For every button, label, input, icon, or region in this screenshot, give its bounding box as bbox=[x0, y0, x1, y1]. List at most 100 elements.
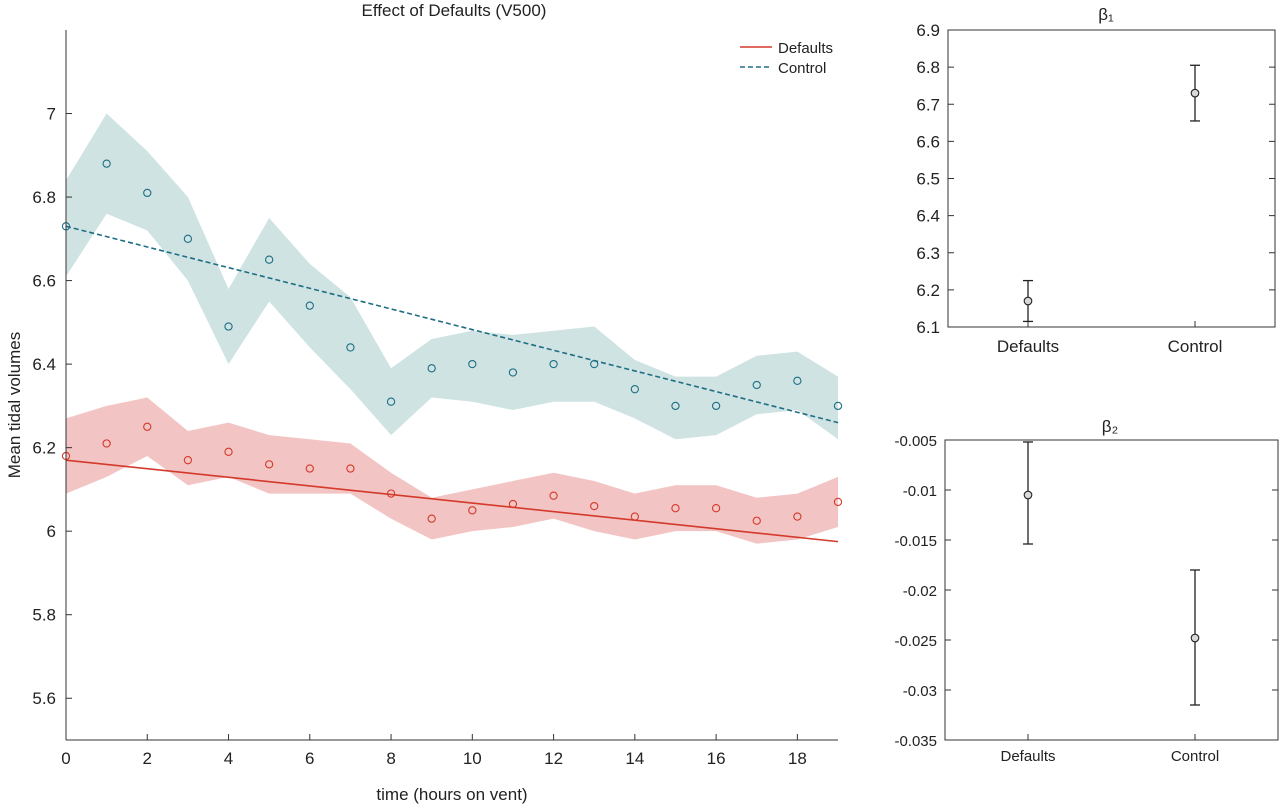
beta1-y-tick-label: 6.6 bbox=[916, 132, 940, 151]
defaults-data-point bbox=[305, 464, 314, 473]
defaults-data-point bbox=[752, 516, 761, 525]
control-fit-line bbox=[65, 225, 839, 424]
beta1-error-bars bbox=[1023, 64, 1200, 323]
fit-lines bbox=[65, 225, 839, 543]
legend: Defaults Control bbox=[740, 40, 833, 77]
beta1-y-tick-label: 6.8 bbox=[916, 58, 940, 77]
defaults-data-point bbox=[671, 504, 680, 513]
defaults-data-point bbox=[508, 499, 518, 509]
y-tick-label: 5.6 bbox=[32, 689, 56, 708]
y-tick-label: 6.2 bbox=[32, 439, 56, 458]
main-axes bbox=[65, 30, 838, 741]
beta2-x-ticks: Defaults Control bbox=[1000, 734, 1219, 765]
control-data-point bbox=[224, 322, 233, 331]
defaults-data-point bbox=[833, 497, 843, 507]
beta1-y-tick-label: 6.1 bbox=[916, 318, 940, 337]
beta1-y-tick-label: 6.7 bbox=[916, 95, 940, 114]
defaults-data-point bbox=[711, 504, 721, 513]
main-x-ticks: 0 2 4 6 8 10 12 14 16 18 bbox=[61, 734, 807, 768]
x-tick-label: 0 bbox=[61, 749, 70, 768]
beta2-plot-frame bbox=[944, 439, 1279, 741]
beta2-y-tick-label: -0.005 bbox=[894, 433, 937, 450]
beta2-x-tick-label: Control bbox=[1171, 748, 1219, 765]
beta1-y-tick-label: 6.4 bbox=[916, 207, 940, 226]
control-data-point bbox=[711, 401, 721, 411]
y-tick-label: 6.8 bbox=[32, 188, 56, 207]
control-data-point bbox=[549, 359, 558, 369]
defaults-data-point bbox=[224, 447, 233, 456]
beta1-x-tick-label: Defaults bbox=[997, 337, 1059, 356]
control-data-point bbox=[752, 380, 761, 390]
defaults-data-point bbox=[427, 514, 436, 523]
control-data-point bbox=[265, 255, 274, 264]
beta1-y-ticks: 6.1 6.2 6.3 6.4 6.5 6.6 6.7 6.8 6.9 bbox=[916, 21, 1275, 337]
beta1-plot-frame bbox=[947, 29, 1276, 328]
defaults-confidence-band bbox=[66, 397, 838, 544]
control-data-point bbox=[102, 159, 111, 168]
beta1-y-tick-label: 6.2 bbox=[916, 281, 940, 300]
control-data-point bbox=[630, 385, 639, 394]
defaults-fit-line bbox=[65, 459, 839, 543]
beta2-title: β₂ bbox=[1102, 417, 1118, 436]
control-data-point bbox=[305, 301, 314, 310]
main-chart-title: Effect of Defaults (V500) bbox=[362, 1, 547, 20]
main-chart: Effect of Defaults (V500) time (hours on… bbox=[5, 1, 843, 804]
control-data-point bbox=[183, 234, 193, 243]
x-tick-label: 14 bbox=[625, 749, 644, 768]
x-tick-label: 8 bbox=[386, 749, 395, 768]
defaults-data-point bbox=[102, 439, 111, 448]
beta2-axes bbox=[944, 439, 1279, 741]
defaults-data-point bbox=[630, 512, 639, 521]
beta2-error-bars bbox=[1023, 441, 1200, 706]
control-data-point bbox=[143, 188, 152, 198]
beta1-y-tick-label: 6.5 bbox=[916, 170, 940, 189]
beta2-x-tick-label: Defaults bbox=[1000, 748, 1055, 765]
main-x-axis-label: time (hours on vent) bbox=[376, 785, 527, 804]
control-data-point bbox=[346, 343, 355, 352]
x-tick-label: 10 bbox=[463, 749, 482, 768]
legend-defaults-label: Defaults bbox=[778, 40, 833, 57]
y-tick-label: 6.6 bbox=[32, 272, 56, 291]
beta1-y-tick-label: 6.3 bbox=[916, 244, 940, 263]
defaults-data-point bbox=[793, 512, 802, 521]
beta2-y-tick-label: -0.01 bbox=[903, 483, 937, 500]
x-tick-label: 18 bbox=[788, 749, 807, 768]
control-data-point bbox=[793, 376, 802, 385]
y-tick-label: 6 bbox=[47, 522, 56, 541]
control-data-point bbox=[833, 401, 843, 411]
beta1-estimate-point bbox=[1023, 296, 1033, 306]
defaults-data-point bbox=[590, 501, 599, 511]
beta1-estimate-point bbox=[1190, 88, 1200, 98]
control-data-point bbox=[468, 359, 477, 369]
x-tick-label: 4 bbox=[224, 749, 233, 768]
beta1-y-tick-label: 6.9 bbox=[916, 21, 940, 40]
beta2-y-tick-label: -0.03 bbox=[903, 683, 937, 700]
main-y-ticks: 5.6 5.8 6 6.2 6.4 6.6 6.8 7 bbox=[32, 105, 72, 708]
defaults-data-point bbox=[265, 460, 274, 469]
control-data-point bbox=[508, 368, 518, 377]
y-tick-label: 6.4 bbox=[32, 355, 56, 374]
beta1-x-tick-label: Control bbox=[1168, 337, 1223, 356]
x-tick-label: 6 bbox=[305, 749, 314, 768]
beta2-y-tick-label: -0.015 bbox=[894, 533, 937, 550]
beta1-axes bbox=[947, 29, 1276, 328]
beta2-chart: β₂ -0.005-0.01-0.015-0.02-0.025-0.03-0.0… bbox=[894, 417, 1279, 765]
control-data-point bbox=[386, 397, 396, 406]
data-points bbox=[61, 159, 843, 525]
control-confidence-band bbox=[66, 113, 838, 440]
beta1-x-ticks: Defaults Control bbox=[997, 321, 1223, 356]
confidence-bands bbox=[66, 113, 838, 544]
main-y-axis-label: Mean tidal volumes bbox=[5, 332, 24, 478]
y-tick-label: 7 bbox=[47, 105, 56, 124]
control-data-point bbox=[590, 359, 599, 369]
defaults-data-point bbox=[549, 491, 558, 500]
defaults-data-point bbox=[183, 456, 193, 465]
beta1-title: β₁ bbox=[1098, 5, 1114, 24]
x-tick-label: 12 bbox=[544, 749, 563, 768]
defaults-data-point bbox=[346, 464, 355, 473]
defaults-data-point bbox=[143, 422, 152, 431]
beta2-y-tick-label: -0.02 bbox=[903, 583, 937, 600]
y-tick-label: 5.8 bbox=[32, 606, 56, 625]
control-data-point bbox=[427, 364, 436, 373]
